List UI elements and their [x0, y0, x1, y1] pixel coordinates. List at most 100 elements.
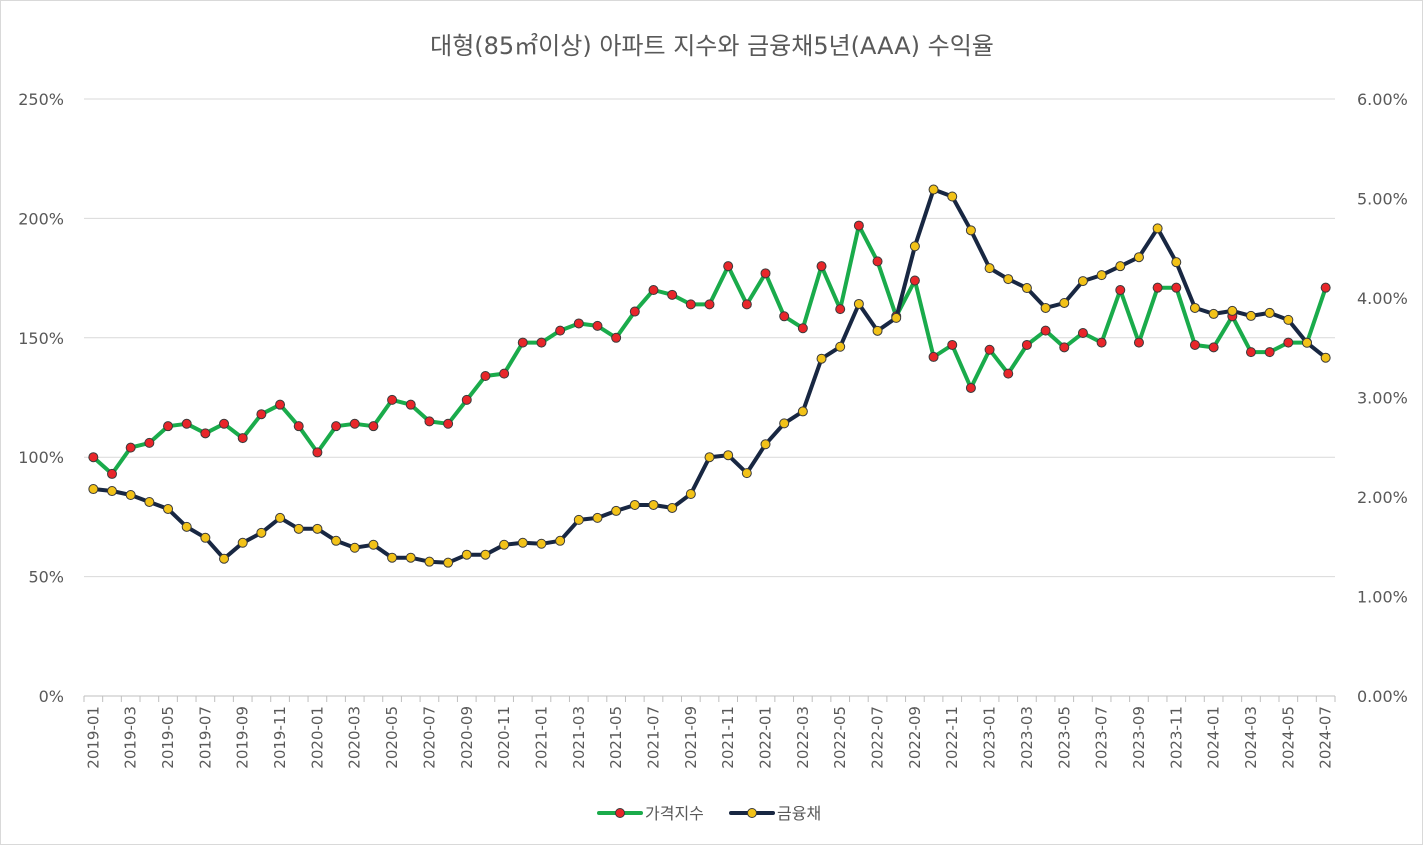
x-tick-label: 2021-11 [719, 706, 737, 769]
data-point [779, 418, 790, 429]
data-point [480, 371, 491, 382]
data-point [629, 499, 640, 510]
data-point [797, 323, 808, 334]
data-point [312, 523, 323, 534]
data-point [947, 339, 958, 350]
series-2 [88, 184, 1331, 568]
x-tick-label: 2022-01 [757, 706, 775, 769]
data-point [704, 299, 715, 310]
data-point [779, 311, 790, 322]
x-tick-label: 2022-11 [943, 706, 961, 769]
series-1 [88, 220, 1331, 479]
data-point [947, 191, 958, 202]
axes [83, 695, 1336, 702]
data-point [200, 428, 211, 439]
data-point [293, 421, 304, 432]
data-point [88, 484, 99, 495]
data-point [1227, 305, 1238, 316]
data-point [1152, 223, 1163, 234]
legend-swatch-marker [615, 808, 625, 818]
data-point [1077, 328, 1088, 339]
right-y-tick-label: 5.00% [1357, 190, 1408, 209]
data-point [611, 505, 622, 516]
data-point [1077, 276, 1088, 287]
x-tick-label: 2021-09 [682, 706, 700, 769]
data-point [1040, 302, 1051, 313]
data-point [517, 537, 528, 548]
data-point [685, 299, 696, 310]
data-point [667, 502, 678, 513]
right-y-tick-label: 4.00% [1357, 289, 1408, 308]
data-point [891, 312, 902, 323]
data-point [424, 556, 435, 567]
data-point [741, 468, 752, 479]
data-point [1152, 282, 1163, 293]
data-point [965, 382, 976, 393]
data-point [573, 318, 584, 329]
data-point [1096, 270, 1107, 281]
legend-label: 가격지수 [645, 804, 704, 823]
data-point [499, 539, 510, 550]
data-point [443, 418, 454, 429]
chart-title: 대형(85㎡이상) 아파트 지수와 금융채5년(AAA) 수익율 [430, 32, 994, 60]
right-y-tick-label: 3.00% [1357, 389, 1408, 408]
data-point [1115, 261, 1126, 272]
data-point [1115, 285, 1126, 296]
x-tick-label: 2022-05 [831, 706, 849, 769]
data-point [200, 532, 211, 543]
x-tick-label: 2024-05 [1279, 706, 1297, 769]
series-line [91, 223, 1328, 476]
data-point [723, 261, 734, 272]
data-point [984, 344, 995, 355]
left-y-tick-label: 200% [18, 209, 64, 228]
x-tick-label: 2022-09 [906, 706, 924, 769]
data-point [480, 549, 491, 560]
left-y-tick-label: 100% [18, 448, 64, 467]
data-point [853, 298, 864, 309]
data-point [1021, 283, 1032, 294]
data-point [144, 437, 155, 448]
data-point [1171, 257, 1182, 268]
data-point [1283, 314, 1294, 325]
x-tick-label: 2023-05 [1055, 706, 1073, 769]
left-y-tick-label: 50% [28, 568, 64, 587]
data-point [461, 394, 472, 405]
x-tick-label: 2023-11 [1167, 706, 1185, 769]
data-point [741, 299, 752, 310]
data-point [555, 535, 566, 546]
data-point [909, 241, 920, 252]
data-point [219, 553, 230, 564]
left-y-tick-label: 150% [18, 329, 64, 348]
left-y-tick-label: 250% [18, 90, 64, 109]
right-y-axis-labels: 0.00% 1.00% 2.00% 3.00% 4.00% 5.00% 6.00% [1357, 90, 1408, 706]
data-point [965, 225, 976, 236]
data-point [424, 416, 435, 427]
data-point [1189, 339, 1200, 350]
data-point [797, 406, 808, 417]
legend-swatch-marker [747, 808, 757, 818]
x-tick-label: 2020-05 [383, 706, 401, 769]
x-tick-label: 2020-09 [458, 706, 476, 769]
data-point [517, 337, 528, 348]
data-point [125, 442, 136, 453]
data-point [1003, 368, 1014, 379]
data-point [181, 418, 192, 429]
x-tick-label: 2024-01 [1205, 706, 1223, 769]
data-point [1245, 347, 1256, 358]
data-point [835, 304, 846, 315]
data-point [611, 332, 622, 343]
x-tick-label: 2020-01 [308, 706, 326, 769]
data-point [1189, 302, 1200, 313]
data-point [685, 489, 696, 500]
x-tick-label: 2023-03 [1018, 706, 1036, 769]
data-point [1245, 310, 1256, 321]
data-point [387, 394, 398, 405]
x-tick-label: 2021-03 [570, 706, 588, 769]
data-point [984, 263, 995, 274]
data-point [237, 433, 248, 444]
x-axis-labels: 2019-01 2019-03 2019-05 2019-07 2019-09 2019-… [84, 706, 1334, 769]
data-point [1059, 342, 1070, 353]
data-point [499, 368, 510, 379]
data-point [405, 552, 416, 563]
